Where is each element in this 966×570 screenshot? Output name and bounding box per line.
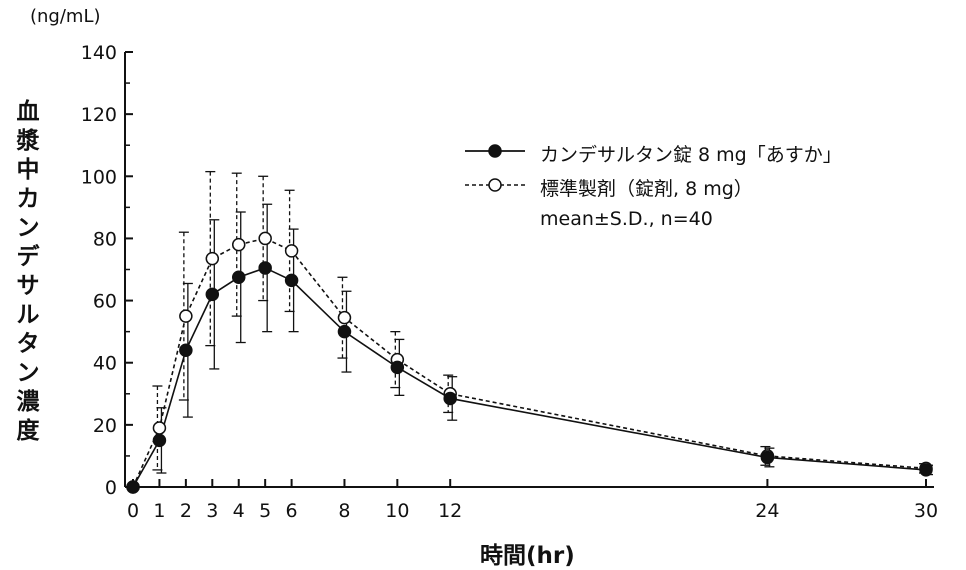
x-tick-label: 8: [338, 500, 350, 522]
x-tick-label: 24: [755, 500, 779, 522]
y-unit-label: (ng/mL): [30, 6, 101, 27]
series-1-point: [443, 391, 457, 406]
series-1-point: [205, 287, 220, 302]
x-tick-label: 6: [286, 500, 298, 522]
series-1-point: [126, 480, 140, 494]
legend-marker-series-1: [488, 144, 502, 158]
series-1-point: [337, 324, 352, 339]
x-tick-label: 5: [259, 500, 271, 522]
y-tick-label: 0: [105, 477, 117, 499]
series-2-point: [258, 231, 272, 246]
legend-label-series-2: 標準製剤（錠剤, 8 mg）: [540, 178, 753, 200]
legend-note: mean±S.D., n=40: [540, 208, 713, 230]
series-1-point: [760, 450, 775, 465]
y-tick-label: 80: [93, 228, 117, 250]
legend-label-series-1: カンデサルタン錠 8 mg「あすか」: [540, 144, 842, 166]
x-tick-label: 1: [153, 500, 165, 522]
series-1-point: [919, 463, 933, 477]
series-2-point: [205, 251, 220, 266]
y-tick-label: 100: [81, 166, 117, 188]
y-axis-title: 血漿中カンデサルタン濃度: [16, 99, 40, 444]
series-1-point: [258, 261, 272, 275]
series-2-point: [284, 244, 299, 258]
series-1-point: [231, 270, 246, 285]
series-2-point: [152, 421, 167, 435]
series-2-point: [337, 310, 352, 325]
y-tick-label: 20: [93, 415, 117, 437]
series-2-point: [231, 237, 246, 252]
x-tick-label: 4: [233, 500, 245, 522]
series-1-point: [152, 433, 167, 448]
y-tick-label: 60: [93, 291, 117, 313]
series-1-point: [284, 273, 299, 288]
y-tick-label: 40: [93, 353, 117, 375]
x-tick-label: 2: [180, 500, 192, 522]
series-2-line: [132, 237, 927, 488]
x-tick-label: 12: [438, 500, 462, 522]
x-axis-title: 時間(hr): [480, 543, 575, 569]
y-tick-label: 120: [81, 104, 117, 126]
x-tick-label: 0: [127, 500, 139, 522]
series-1-point: [390, 360, 405, 375]
y-tick-label: 140: [81, 42, 117, 64]
x-tick-label: 30: [914, 500, 938, 522]
series-1-point: [179, 343, 193, 358]
series-2-point: [179, 309, 193, 323]
legend-marker-series-2: [488, 178, 502, 192]
x-tick-label: 10: [385, 500, 409, 522]
x-tick-label: 3: [206, 500, 218, 522]
series-1-line: [132, 267, 927, 488]
